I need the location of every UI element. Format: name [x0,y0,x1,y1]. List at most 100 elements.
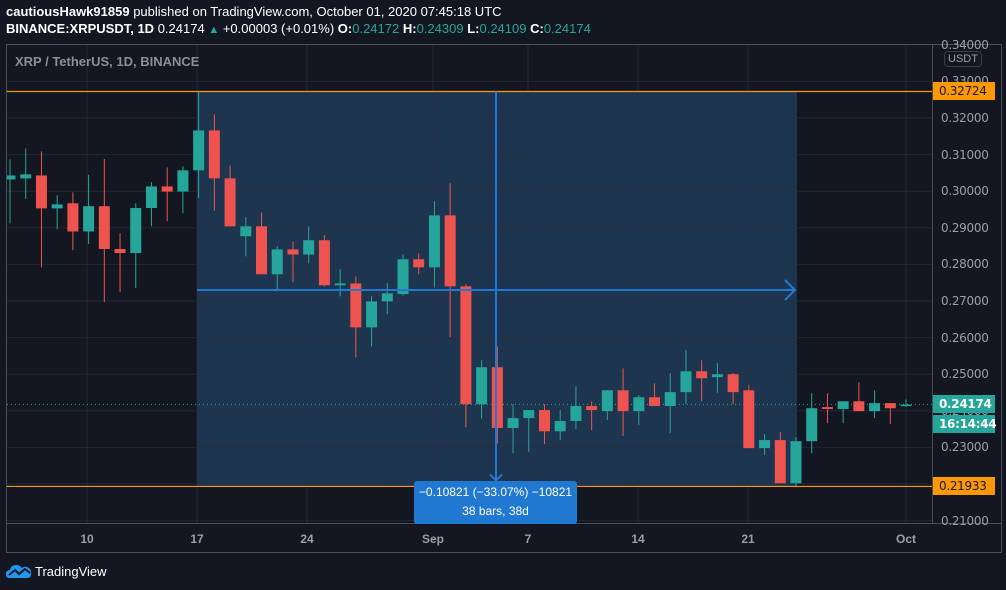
measure-bars: 38 bars, 38d [462,504,529,518]
candle [161,186,173,192]
chart-pane[interactable]: XRP / TetherUS, 1D, BINANCE [6,44,932,524]
candle [271,249,283,275]
time-tick-label: 17 [190,532,204,546]
candle [711,374,723,378]
price-tick-label: 0.34000 [941,37,989,52]
symbol-name: BINANCE:XRPUSDT, 1D [6,21,155,36]
candle [507,418,519,429]
candle [130,208,142,254]
candle [224,178,236,227]
candle [303,240,315,255]
time-axis[interactable]: 10 17 24 Sep 7 14 21 Oct [6,524,1002,553]
candle [680,371,692,393]
candle [649,397,661,407]
price-tick-label: 0.27000 [941,294,989,308]
candle [790,441,802,484]
tradingview-logo[interactable]: TradingView [6,563,107,579]
price-tick-label: 0.32000 [941,111,989,125]
brand-name: TradingView [35,563,107,579]
candle [759,440,771,449]
candle [696,371,708,379]
candle [208,130,220,179]
candle [476,367,488,405]
time-tick-label: 14 [631,532,645,546]
candle [334,283,346,286]
publisher-name: cautiousHawk91859 [6,4,130,19]
time-tick-label: 21 [741,532,755,546]
candle [491,367,503,429]
candle [900,404,912,407]
candle [193,130,205,171]
price-tick-label: 0.25000 [941,367,989,382]
candle [727,374,739,393]
candle [601,390,613,412]
candle [743,390,755,449]
low-value: 0.24109 [479,21,527,36]
candle [774,440,786,484]
high-label: H: [402,21,417,36]
time-tick-label: 7 [524,532,532,546]
currency-badge[interactable]: USDT [944,51,982,67]
candle [869,403,881,412]
candle [397,259,409,295]
candle [51,204,63,209]
candle [287,249,299,255]
candle [617,390,629,412]
candle [83,206,95,232]
close-value: 0.24174 [543,21,591,36]
symbol-info: BINANCE:XRPUSDT, 1D 0.24174 ▲ +0.00003 (… [6,21,591,36]
candle [806,408,818,442]
candle [460,286,472,405]
price-tick-label: 0.26000 [941,330,989,345]
time-tick-label: 10 [80,532,94,546]
price-tick-label: 0.21000 [941,513,989,528]
price-tick-label: 0.30000 [941,184,989,199]
price-tick-label: 0.31000 [941,147,989,162]
candle [554,421,566,432]
chart-title: XRP / TetherUS, 1D, BINANCE [15,54,200,69]
range-top-tag: 0.32724 [933,82,995,100]
tradingview-cloud-icon [6,565,32,578]
candle [350,283,362,328]
time-tick-label: 24 [300,532,314,546]
candle [633,397,645,412]
last-price-tag: 0.24174 [933,395,995,413]
candle [586,406,598,411]
candle [821,407,833,409]
candle [381,293,393,302]
candle [240,226,252,237]
range-bottom-tag: 0.21933 [933,477,995,495]
price-tick-label: 0.23000 [941,440,989,455]
open-label: O: [337,21,353,36]
candle [114,249,126,254]
candlestick-plot[interactable] [7,45,932,524]
candle [853,401,865,412]
measure-tooltip: −0.10821 (−33.07%) −10821 38 bars, 38d [414,481,577,524]
last-price: 0.24174 [157,21,205,36]
candle [67,203,79,232]
candle [145,186,157,209]
candle [98,206,110,250]
countdown-tag: 16:14:44 [933,415,997,433]
candle [413,259,425,268]
low-label: L: [467,21,480,36]
candle [444,215,456,287]
price-axis[interactable]: 0.340000.330000.320000.310000.300000.290… [932,38,1002,528]
candle [7,175,16,180]
high-value: 0.24309 [416,21,464,36]
candle [366,301,378,328]
publish-info: cautiousHawk91859 published on TradingVi… [6,4,502,19]
price-change: +0.00003 (+0.01%) [222,21,335,36]
close-label: C: [530,21,544,36]
time-tick-label: Oct [895,532,917,546]
candle [664,392,676,407]
up-triangle-icon: ▲ [208,24,220,36]
candle [20,174,32,179]
candle [570,406,582,422]
candle [884,403,896,409]
price-tick-label: 0.28000 [941,257,989,272]
price-tick-label: 0.29000 [941,220,989,235]
candle [538,410,550,432]
time-tick-label: Sep [421,532,445,546]
candle [523,410,535,419]
